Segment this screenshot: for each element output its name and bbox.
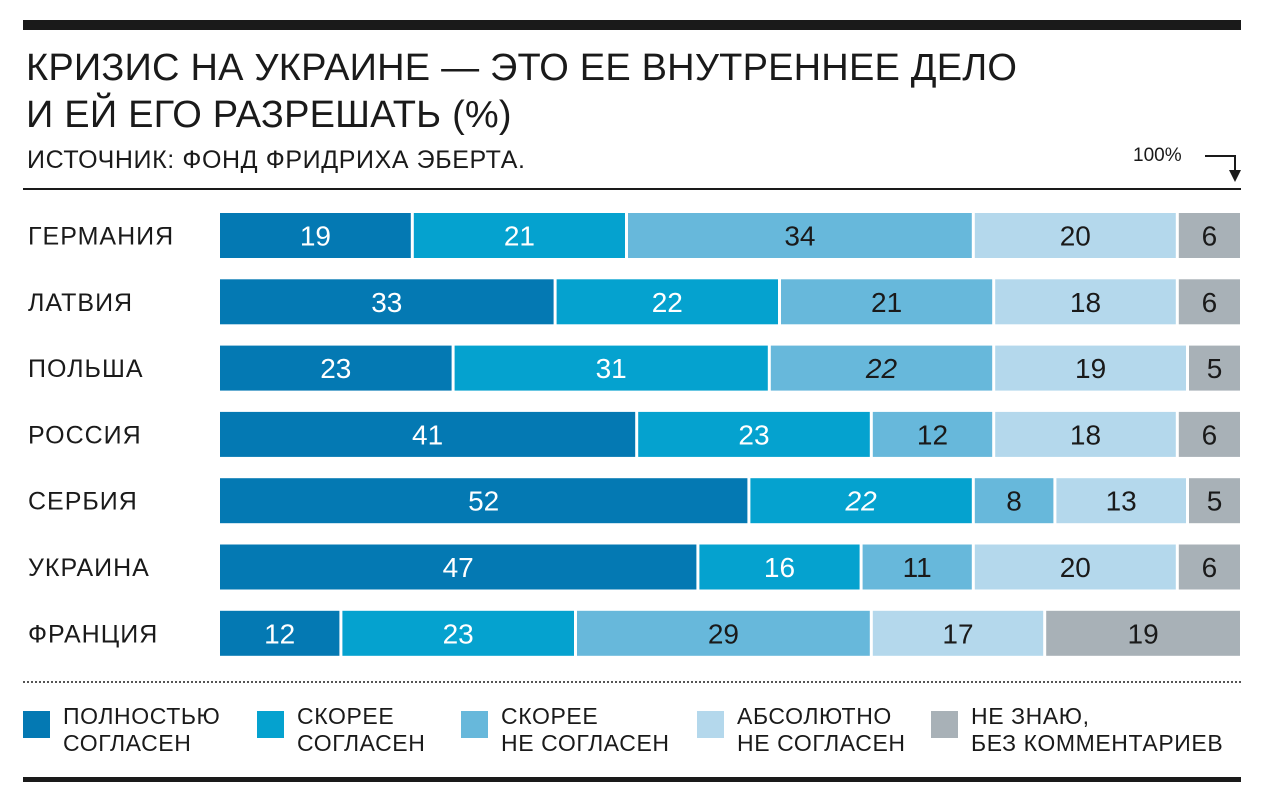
- bar-segment: [995, 345, 1186, 391]
- bar-segment: [556, 279, 778, 325]
- legend-label: СКОРЕЕ СОГЛАСЕН: [297, 703, 426, 756]
- data-label: 18: [1070, 419, 1101, 450]
- category-label: СЕРБИЯ: [28, 488, 138, 516]
- data-label: 6: [1202, 287, 1218, 318]
- bar-segment: [1046, 610, 1240, 656]
- bar-segment: [781, 279, 993, 325]
- bar-segment: [770, 345, 993, 391]
- data-label: 6: [1202, 419, 1218, 450]
- data-label: 13: [1106, 486, 1137, 517]
- bar-segment: [220, 411, 636, 457]
- data-label: 6: [1202, 221, 1218, 252]
- data-label: 18: [1070, 287, 1101, 318]
- bar-segment: [220, 345, 452, 391]
- bar-segment: [1189, 345, 1240, 391]
- bar-segment: [1056, 478, 1186, 524]
- top-bar: [23, 20, 1241, 30]
- category-label: ЛАТВИЯ: [28, 289, 133, 317]
- legend-swatch: [461, 711, 488, 738]
- data-label: 6: [1202, 552, 1218, 583]
- data-label: 22: [652, 287, 683, 318]
- category-label: УКРАИНА: [28, 554, 150, 582]
- data-label: 47: [443, 552, 474, 583]
- data-label: 31: [596, 353, 627, 384]
- bar-segment: [699, 544, 860, 590]
- source-note: ИСТОЧНИК: ФОНД ФРИДРИХА ЭБЕРТА.: [27, 146, 526, 174]
- bar-segment: [628, 213, 972, 258]
- bar-segment: [638, 411, 870, 457]
- data-label: 52: [468, 486, 499, 517]
- data-label: 41: [412, 419, 443, 450]
- data-label: 20: [1060, 221, 1091, 252]
- legend-label: АБСОЛЮТНО НЕ СОГЛАСЕН: [737, 703, 906, 756]
- legend-label: ПОЛНОСТЬЮ СОГЛАСЕН: [63, 703, 221, 756]
- bar-segment: [974, 478, 1054, 524]
- bar-segment: [220, 213, 411, 258]
- bar-segment: [974, 213, 1176, 258]
- bar-segment: [1178, 411, 1240, 457]
- data-label: 33: [371, 287, 402, 318]
- legend-swatch: [697, 711, 724, 738]
- legend-swatch: [257, 711, 284, 738]
- legend-swatch: [931, 711, 958, 738]
- bar-segment: [872, 610, 1044, 656]
- total-marker-label: 100%: [1133, 145, 1182, 166]
- data-label: 23: [738, 419, 769, 450]
- data-label: 22: [845, 486, 878, 517]
- bar-segment: [220, 544, 697, 590]
- data-label: 29: [708, 618, 739, 649]
- bar-segment: [1178, 279, 1240, 325]
- chart-title: КРИЗИС НА УКРАИНЕ — ЭТО ЕЕ ВНУТРЕННЕЕ ДЕ…: [26, 45, 1017, 139]
- category-label: РОССИЯ: [28, 421, 142, 449]
- bar-segment: [995, 279, 1176, 325]
- data-label: 5: [1207, 353, 1223, 384]
- data-label: 23: [443, 618, 474, 649]
- bar-segment: [220, 478, 748, 524]
- data-label: 34: [784, 221, 815, 252]
- bar-segment: [1178, 544, 1240, 590]
- data-label: 21: [871, 287, 902, 318]
- bar-segment: [750, 478, 972, 524]
- data-label: 20: [1060, 552, 1091, 583]
- data-label: 21: [504, 221, 535, 252]
- bar-segment: [872, 411, 993, 457]
- bar-segment: [577, 610, 870, 656]
- legend: ПОЛНОСТЬЮ СОГЛАСЕН СКОРЕЕ СОГЛАСЕН СКОРЕЕ Н…: [23, 703, 1253, 763]
- bar-segment: [862, 544, 972, 590]
- data-label: 5: [1207, 486, 1223, 517]
- category-label: ГЕРМАНИЯ: [28, 223, 174, 251]
- bar-segment: [220, 279, 554, 325]
- category-label: ПОЛЬША: [28, 355, 144, 383]
- data-label: 19: [1128, 618, 1159, 649]
- bar-segment: [1178, 213, 1240, 258]
- bottom-bar: [23, 777, 1241, 782]
- category-label: ФРАНЦИЯ: [28, 620, 158, 648]
- title-line-1: КРИЗИС НА УКРАИНЕ — ЭТО ЕЕ ВНУТРЕННЕЕ ДЕ…: [26, 47, 1018, 89]
- legend-divider: [23, 681, 1241, 683]
- data-label: 12: [264, 618, 295, 649]
- header-rule: [23, 188, 1241, 190]
- bar-segment: [413, 213, 625, 258]
- data-label: 11: [903, 552, 932, 583]
- data-label: 19: [300, 221, 331, 252]
- bar-segment: [220, 610, 340, 656]
- data-label: 16: [764, 552, 795, 583]
- legend-label: СКОРЕЕ НЕ СОГЛАСЕН: [501, 703, 670, 756]
- data-label: 23: [320, 353, 351, 384]
- data-label: 22: [865, 353, 898, 384]
- data-label: 8: [1006, 486, 1022, 517]
- legend-swatch: [23, 711, 50, 738]
- data-label: 12: [917, 419, 948, 450]
- legend-label: НЕ ЗНАЮ, БЕЗ КОММЕНТАРИЕВ: [971, 703, 1224, 756]
- title-line-2: И ЕЙ ЕГО РАЗРЕШАТЬ (%): [26, 94, 512, 136]
- down-arrow-icon: [1205, 155, 1241, 182]
- bar-segment: [995, 411, 1176, 457]
- bar-segment: [974, 544, 1176, 590]
- data-label: 17: [942, 618, 973, 649]
- bar-segment: [454, 345, 768, 391]
- bar-segment: [342, 610, 574, 656]
- data-label: 19: [1075, 353, 1106, 384]
- bar-segment: [1189, 478, 1240, 524]
